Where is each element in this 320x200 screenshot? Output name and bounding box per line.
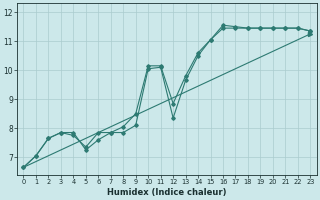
X-axis label: Humidex (Indice chaleur): Humidex (Indice chaleur) [107,188,227,197]
